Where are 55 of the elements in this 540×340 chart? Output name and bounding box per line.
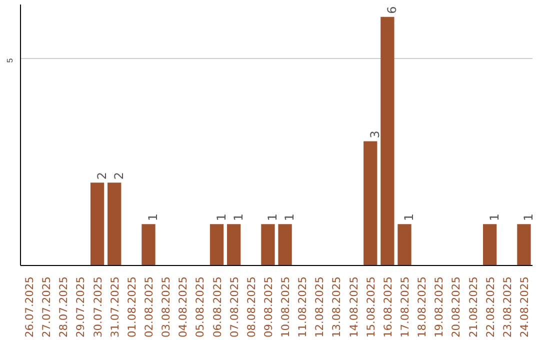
x-tick-label: 12.08.2025 <box>313 276 326 338</box>
bar <box>108 182 122 266</box>
x-tick-label: 31.07.2025 <box>108 276 122 338</box>
x-tick-label: 04.08.2025 <box>176 276 190 338</box>
bar <box>380 16 394 266</box>
x-tick-label: 20.08.2025 <box>450 276 463 338</box>
x-tick-label: 14.08.2025 <box>347 276 360 338</box>
data-label: 3 <box>368 130 382 138</box>
data-label: 2 <box>112 172 126 180</box>
x-tick-label: 11.08.2025 <box>296 276 310 338</box>
x-tick-label: 10.08.2025 <box>279 276 292 338</box>
data-label: 6 <box>384 6 399 14</box>
x-tick-label: 05.08.2025 <box>194 276 207 338</box>
x-tick-label: 07.08.2025 <box>228 276 241 338</box>
bar <box>142 224 156 266</box>
x-tick-label: 24.08.2025 <box>518 276 531 338</box>
x-tick-label: 26.07.2025 <box>23 276 36 338</box>
bar <box>90 182 104 266</box>
bar <box>517 224 531 266</box>
data-label: 1 <box>146 213 160 222</box>
data-label: 2 <box>94 172 109 180</box>
x-tick-label: 28.07.2025 <box>57 276 70 338</box>
data-label: 1 <box>265 213 280 222</box>
x-tick-label: 03.08.2025 <box>160 276 173 338</box>
x-tick-label: 27.07.2025 <box>40 276 54 338</box>
x-tick-label: 13.08.2025 <box>330 276 344 338</box>
x-tick-label: 22.08.2025 <box>484 276 497 338</box>
x-tick-label: 08.08.2025 <box>244 276 258 338</box>
x-tick-label: 06.08.2025 <box>210 276 224 338</box>
bar <box>210 224 224 266</box>
bar <box>483 224 497 266</box>
data-label: 1 <box>521 213 536 222</box>
x-tick-label: 19.08.2025 <box>432 276 446 338</box>
bar <box>398 224 412 266</box>
y-tick-label: 5 <box>6 58 14 63</box>
x-tick-label: 09.08.2025 <box>262 276 275 338</box>
bar <box>261 224 275 266</box>
x-tick-label: 29.07.2025 <box>74 276 88 338</box>
data-label: 1 <box>282 213 297 222</box>
x-tick-label: 21.08.2025 <box>466 276 480 338</box>
x-tick-label: 15.08.2025 <box>364 276 378 338</box>
bar <box>278 224 292 266</box>
x-tick-label: 01.08.2025 <box>125 276 138 338</box>
data-label: 1 <box>402 213 416 222</box>
data-label: 1 <box>214 213 228 222</box>
bar <box>364 141 378 266</box>
data-label: 1 <box>487 213 502 222</box>
x-tick-label: 17.08.2025 <box>398 276 412 338</box>
x-tick-label: 02.08.2025 <box>142 276 156 338</box>
x-tick-label: 16.08.2025 <box>381 276 394 338</box>
data-label: 1 <box>231 213 246 222</box>
x-tick-label: 30.07.2025 <box>91 276 104 338</box>
bar <box>227 224 241 266</box>
x-tick-label: 18.08.2025 <box>416 276 429 338</box>
x-tick-label: 23.08.2025 <box>500 276 514 338</box>
